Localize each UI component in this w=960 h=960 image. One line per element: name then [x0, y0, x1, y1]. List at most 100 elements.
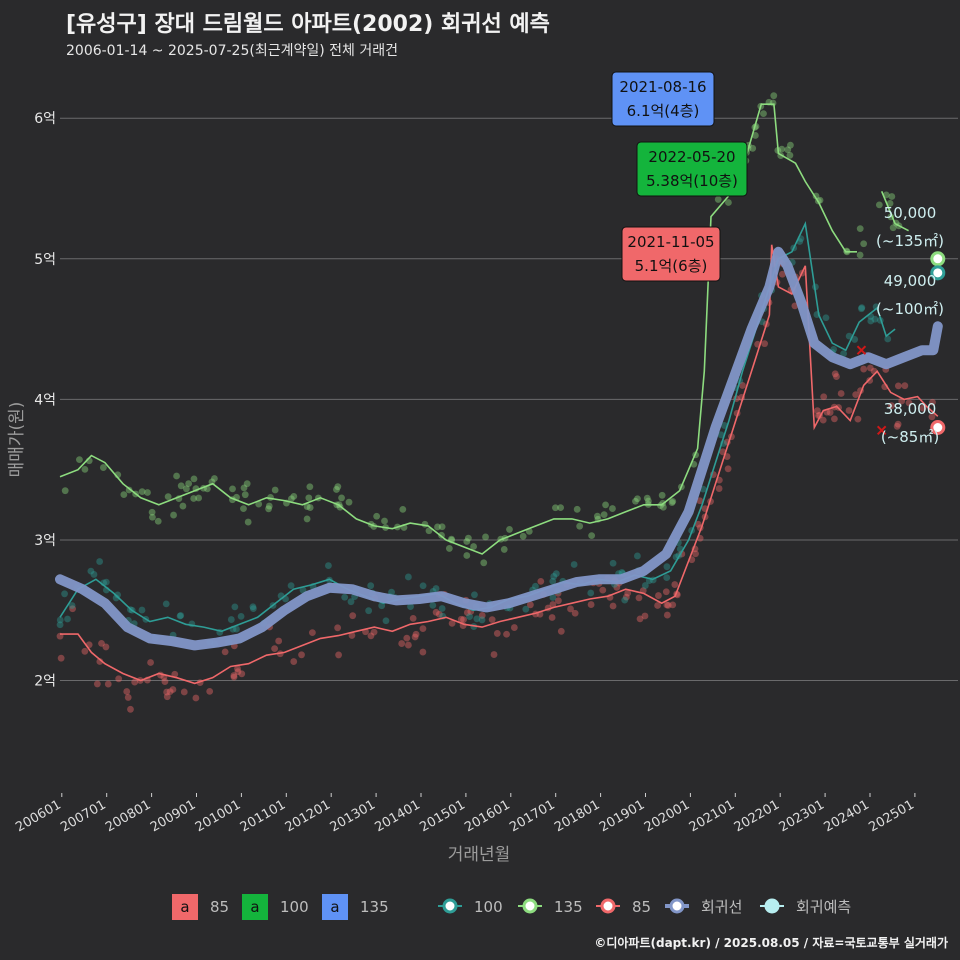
scatter-point-85 — [609, 602, 617, 610]
scatter-point-100 — [130, 620, 138, 628]
scatter-point-100 — [260, 619, 268, 627]
scatter-point-135 — [373, 512, 381, 520]
scatter-point-85 — [554, 589, 562, 597]
scatter-point-85 — [928, 413, 936, 421]
scatter-point-135 — [769, 99, 777, 107]
legend-line-marker — [600, 898, 616, 914]
scatter-point-100 — [326, 576, 333, 584]
scatter-point-100 — [884, 335, 892, 343]
scatter-point-85 — [536, 610, 544, 618]
scatter-point-100 — [619, 570, 627, 577]
scatter-point-85 — [57, 654, 65, 662]
callout-price: 5.1억(6층) — [635, 257, 708, 275]
callout-date: 2021-08-16 — [619, 78, 706, 96]
scatter-point-100 — [407, 603, 414, 611]
scatter-point-135 — [192, 485, 200, 492]
scatter-point-85 — [888, 402, 895, 410]
scatter-point-135 — [240, 484, 248, 492]
callout-price: 5.38억(10층) — [646, 172, 738, 190]
scatter-point-85 — [723, 438, 731, 446]
scatter-point-100 — [550, 573, 558, 580]
scatter-point-85 — [409, 614, 417, 622]
scatter-point-85 — [641, 612, 649, 620]
scatter-point-135 — [757, 102, 765, 110]
scatter-point-100 — [633, 552, 641, 560]
scatter-point-100 — [876, 317, 884, 324]
scatter-point-100 — [532, 582, 539, 590]
scatter-point-85 — [669, 601, 677, 609]
scatter-point-135 — [195, 494, 203, 502]
scatter-point-100 — [554, 587, 562, 595]
callout-box — [611, 71, 715, 127]
prediction-area: (~85㎡) — [881, 428, 939, 446]
scatter-point-100 — [858, 304, 866, 312]
scatter-point-100 — [867, 313, 875, 320]
scatter-point-135 — [333, 486, 340, 493]
scatter-point-85 — [866, 377, 874, 384]
scatter-point-85 — [823, 408, 831, 416]
scatter-point-100 — [674, 539, 682, 547]
scatter-point-85 — [435, 591, 443, 598]
scatter-point-85 — [709, 471, 717, 478]
scatter-point-100 — [102, 578, 110, 586]
scatter-point-100 — [503, 604, 511, 612]
scatter-point-85 — [789, 287, 797, 295]
scatter-point-85 — [739, 382, 746, 389]
scatter-point-135 — [255, 500, 263, 508]
scatter-point-85 — [678, 550, 686, 558]
scatter-point-100 — [87, 567, 95, 575]
scatter-point-85 — [733, 395, 740, 402]
scatter-point-85 — [124, 694, 132, 701]
scatter-point-100 — [549, 577, 557, 585]
x-tick-label: 200801 — [103, 797, 153, 835]
scatter-point-135 — [203, 485, 211, 493]
scatter-point-85 — [778, 270, 786, 278]
scatter-point-85 — [691, 545, 699, 553]
scatter-point-135 — [600, 511, 608, 518]
legend-box-glyph: a — [330, 898, 339, 916]
scatter-point-85 — [639, 587, 647, 595]
scatter-point-100 — [56, 616, 64, 624]
scatter-point-100 — [768, 276, 776, 284]
scatter-point-85 — [688, 556, 696, 564]
scatter-point-100 — [699, 485, 707, 493]
scatter-point-100 — [309, 583, 317, 590]
scatter-point-85 — [894, 382, 902, 390]
y-tick-label: 5억 — [34, 252, 56, 268]
scatter-point-135 — [283, 499, 290, 507]
scatter-point-85 — [816, 411, 824, 419]
scatter-point-135 — [886, 199, 894, 207]
scatter-point-135 — [882, 191, 890, 199]
scatter-point-100 — [206, 638, 214, 646]
callout-date: 2021-11-05 — [627, 233, 714, 251]
scatter-point-100 — [830, 345, 838, 353]
scatter-point-100 — [559, 577, 567, 585]
scatter-point-85 — [266, 623, 273, 631]
scatter-point-85 — [595, 580, 603, 587]
scatter-point-85 — [349, 612, 357, 620]
scatter-point-85 — [894, 420, 902, 428]
legend-box-key — [242, 894, 268, 920]
scatter-point-85 — [792, 273, 799, 281]
x-tick-label: 200601 — [13, 797, 63, 835]
scatter-point-100 — [867, 317, 875, 325]
scatter-point-100 — [645, 577, 653, 585]
scatter-point-85 — [798, 269, 806, 277]
scatter-point-100 — [649, 576, 657, 584]
scatter-point-85 — [654, 602, 661, 609]
scatter-point-85 — [837, 390, 845, 397]
scatter-point-85 — [544, 604, 552, 612]
scatter-point-135 — [61, 487, 69, 495]
scatter-point-85 — [435, 610, 443, 618]
scatter-point-85 — [56, 632, 64, 640]
scatter-point-135 — [438, 523, 446, 531]
scatter-point-85 — [719, 448, 727, 456]
x-tick-label: 200901 — [148, 797, 198, 835]
scatter-point-85 — [540, 591, 547, 598]
scatter-point-100 — [432, 585, 440, 592]
scatter-point-85 — [599, 586, 607, 594]
scatter-point-85 — [636, 615, 644, 623]
scatter-point-135 — [519, 532, 527, 540]
scatter-point-135 — [557, 504, 565, 511]
scatter-point-85 — [662, 588, 670, 596]
